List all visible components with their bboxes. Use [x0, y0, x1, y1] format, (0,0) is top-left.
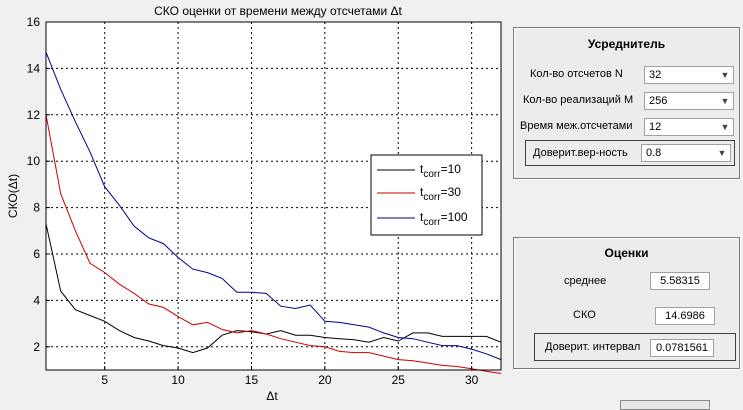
- x-tick-label: 10: [171, 373, 185, 387]
- x-tick-label: 30: [465, 373, 479, 387]
- y-axis-label: СКО(Δt): [6, 174, 20, 218]
- series-line-2: [45, 52, 502, 361]
- samples-select[interactable]: 32 ▼: [644, 66, 734, 84]
- bottom-button[interactable]: [620, 400, 710, 410]
- legend-label: tcorr=30: [420, 185, 461, 203]
- y-tick-label: 12: [27, 108, 41, 122]
- chevron-down-icon[interactable]: ▼: [717, 148, 727, 158]
- legend-box: [370, 154, 483, 236]
- estimates-panel: Оценки среднее 5.58315 СКО 14.6986 Довер…: [513, 237, 740, 369]
- confidence-interval-group: [534, 333, 736, 361]
- averager-title: Усреднитель: [587, 37, 666, 51]
- interval-value: 12: [649, 121, 662, 133]
- chart-title: СКО оценки от времени между отсчетами Δt: [154, 4, 402, 18]
- y-tick-label: 8: [33, 201, 40, 215]
- sko-value: 14.6986: [655, 307, 715, 325]
- mean-label: среднее: [564, 275, 607, 287]
- chevron-down-icon[interactable]: ▼: [720, 96, 730, 106]
- samples-label: Кол-во отсчетов N: [530, 68, 623, 80]
- interval-label: Время меж.отсчетами: [520, 120, 633, 132]
- y-tick-label: 10: [27, 154, 41, 168]
- y-tick-label: 2: [33, 340, 40, 354]
- confidence-interval-value: 0.0781561: [650, 339, 714, 357]
- y-tick-label: 14: [27, 61, 41, 75]
- chevron-down-icon[interactable]: ▼: [720, 122, 730, 132]
- averager-panel: Усреднитель Кол-во отсчетов N 32 ▼ Кол-в…: [513, 27, 740, 179]
- chevron-down-icon[interactable]: ▼: [720, 70, 730, 80]
- y-tick-label: 4: [33, 293, 40, 307]
- confidence-group: [525, 140, 735, 166]
- estimates-title: Оценки: [604, 246, 649, 260]
- confidence-value: 0.8: [646, 147, 662, 159]
- x-tick-label: 20: [318, 373, 332, 387]
- x-tick-label: 25: [392, 373, 406, 387]
- realizations-value: 256: [649, 95, 668, 107]
- realizations-label: Кол-во реализаций М: [523, 94, 634, 106]
- x-axis-label: Δt: [266, 389, 278, 403]
- interval-select[interactable]: 12 ▼: [644, 118, 734, 136]
- y-tick-label: 16: [27, 15, 41, 29]
- legend-label: tcorr=100: [420, 210, 468, 228]
- confidence-label: Доверит.вер-ность: [533, 147, 628, 159]
- legend-label: tcorr=10: [420, 162, 461, 180]
- confidence-interval-label: Доверит. интервал: [545, 341, 641, 353]
- y-tick-label: 6: [33, 247, 40, 261]
- sko-line-chart: СКО оценки от времени между отсчетами Δt…: [6, 4, 502, 403]
- confidence-select[interactable]: 0.8 ▼: [641, 144, 731, 162]
- samples-value: 32: [649, 69, 662, 81]
- sko-label: СКО: [573, 309, 596, 321]
- x-tick-label: 15: [245, 373, 259, 387]
- legend: tcorr=10 tcorr=30 tcorr=100: [370, 154, 483, 236]
- series-line-1: [45, 114, 502, 374]
- x-tick-label: 5: [101, 373, 108, 387]
- plot-frame: [45, 21, 502, 371]
- realizations-select[interactable]: 256 ▼: [644, 92, 734, 110]
- mean-value: 5.58315: [650, 272, 710, 290]
- series-line-0: [45, 223, 502, 354]
